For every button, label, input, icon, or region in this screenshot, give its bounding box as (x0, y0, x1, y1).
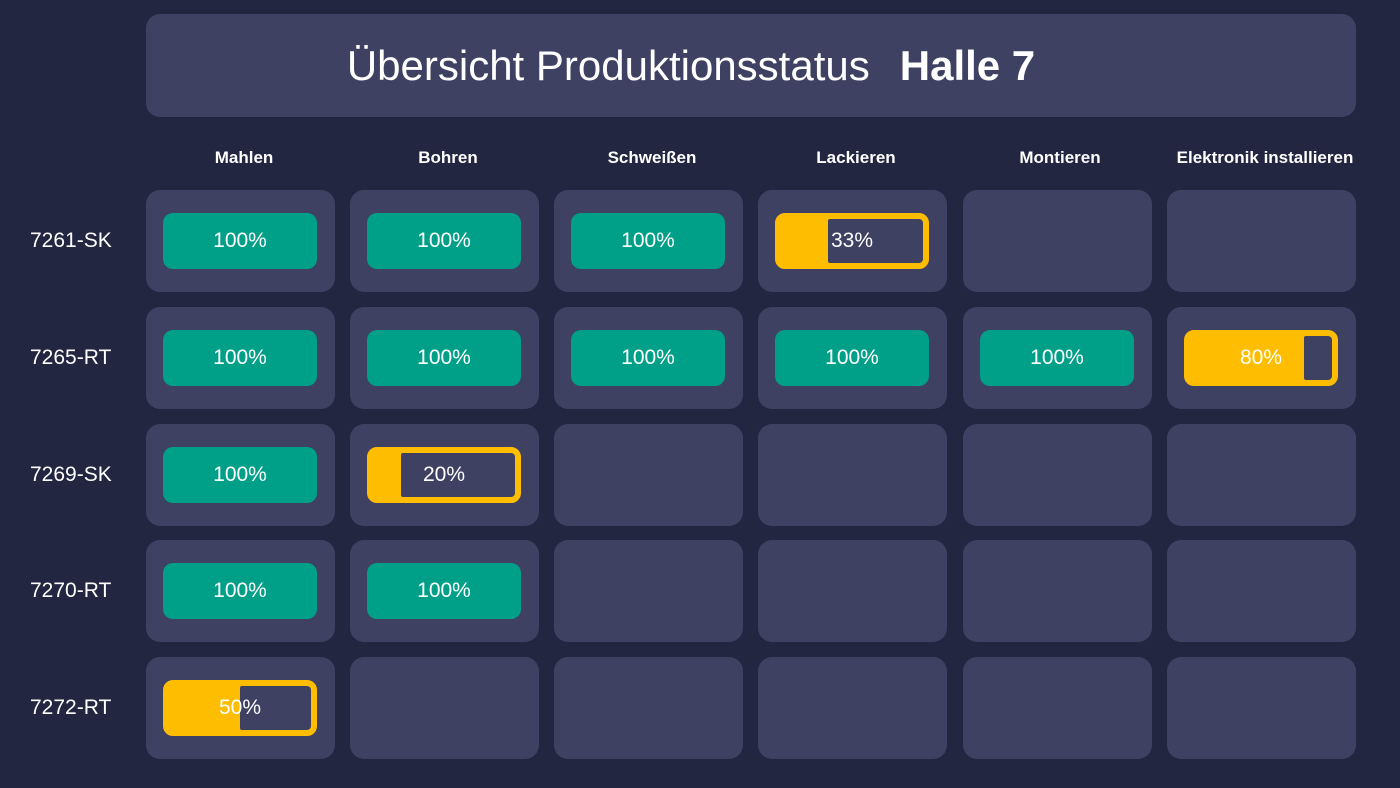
status-cell[interactable]: 33% (758, 190, 947, 292)
progress-bar-partial: 80% (1184, 330, 1338, 386)
progress-remaining (401, 453, 515, 497)
progress-bar-complete: 100% (367, 330, 521, 386)
status-cell[interactable]: 100% (146, 424, 335, 526)
status-cell[interactable] (963, 424, 1152, 526)
progress-bar-complete: 100% (367, 563, 521, 619)
status-cell[interactable]: 100% (146, 540, 335, 642)
status-cell[interactable] (554, 657, 743, 759)
progress-percent-label: 33% (830, 229, 874, 252)
progress-bar-complete: 100% (571, 330, 725, 386)
progress-bar-complete: 100% (775, 330, 929, 386)
progress-bar-complete: 100% (163, 213, 317, 269)
progress-percent-label: 100% (213, 463, 267, 486)
row-label-7261-sk: 7261-SK (30, 229, 112, 252)
progress-percent-label: 50% (218, 696, 262, 719)
status-cell[interactable]: 100% (146, 190, 335, 292)
column-header-mahlen: Mahlen (214, 148, 274, 167)
progress-percent-label: 80% (1239, 346, 1283, 369)
status-cell[interactable]: 100% (350, 307, 539, 409)
status-cell[interactable]: 100% (554, 307, 743, 409)
status-cell[interactable] (963, 190, 1152, 292)
page-title: Übersicht Produktionsstatus (346, 41, 870, 89)
column-header-elektronik-installieren: Elektronik installieren (1176, 148, 1354, 167)
status-cell[interactable]: 100% (758, 307, 947, 409)
progress-percent-label: 100% (621, 229, 675, 252)
status-cell[interactable] (963, 540, 1152, 642)
status-cell[interactable] (1167, 657, 1356, 759)
progress-bar-complete: 100% (367, 213, 521, 269)
progress-remaining (240, 686, 311, 730)
progress-percent-label: 20% (422, 463, 466, 486)
progress-remaining (827, 219, 923, 263)
column-header-lackieren: Lackieren (816, 148, 896, 167)
progress-bar-partial: 50% (163, 680, 317, 736)
progress-percent-label: 100% (417, 346, 471, 369)
status-cell[interactable] (758, 424, 947, 526)
progress-percent-label: 100% (417, 229, 471, 252)
hall-name: Halle 7 (899, 41, 1036, 89)
progress-percent-label: 100% (213, 579, 267, 602)
column-header-schweißen: Schweißen (607, 148, 697, 167)
status-cell[interactable] (758, 540, 947, 642)
status-cell[interactable] (758, 657, 947, 759)
status-cell[interactable] (963, 657, 1152, 759)
progress-percent-label: 100% (213, 229, 267, 252)
row-label-7265-rt: 7265-RT (30, 346, 112, 369)
status-cell[interactable] (1167, 190, 1356, 292)
status-cell[interactable]: 100% (554, 190, 743, 292)
status-cell[interactable] (1167, 540, 1356, 642)
status-cell[interactable]: 80% (1167, 307, 1356, 409)
row-label-7272-rt: 7272-RT (30, 696, 112, 719)
column-header-montieren: Montieren (1019, 148, 1101, 167)
status-cell[interactable]: 100% (963, 307, 1152, 409)
row-label-7270-rt: 7270-RT (30, 579, 112, 602)
status-cell[interactable] (350, 657, 539, 759)
status-cell[interactable]: 50% (146, 657, 335, 759)
progress-bar-complete: 100% (163, 563, 317, 619)
progress-bar-complete: 100% (980, 330, 1134, 386)
progress-percent-label: 100% (1030, 346, 1084, 369)
status-cell[interactable]: 100% (350, 190, 539, 292)
progress-bar-complete: 100% (163, 447, 317, 503)
column-header-bohren: Bohren (418, 148, 478, 167)
status-cell[interactable] (554, 424, 743, 526)
progress-bar-complete: 100% (571, 213, 725, 269)
progress-percent-label: 100% (417, 579, 471, 602)
status-cell[interactable] (1167, 424, 1356, 526)
progress-bar-partial: 20% (367, 447, 521, 503)
progress-remaining (1303, 336, 1332, 380)
progress-percent-label: 100% (621, 346, 675, 369)
progress-percent-label: 100% (825, 346, 879, 369)
progress-percent-label: 100% (213, 346, 267, 369)
status-cell[interactable]: 100% (350, 540, 539, 642)
status-cell[interactable]: 20% (350, 424, 539, 526)
dashboard-header: Übersicht Produktionsstatus Halle 7 (146, 14, 1356, 117)
row-label-7269-sk: 7269-SK (30, 463, 112, 486)
progress-bar-complete: 100% (163, 330, 317, 386)
status-cell[interactable]: 100% (146, 307, 335, 409)
progress-bar-partial: 33% (775, 213, 929, 269)
status-cell[interactable] (554, 540, 743, 642)
